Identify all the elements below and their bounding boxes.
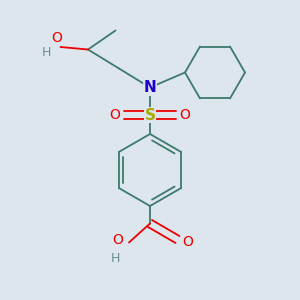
Text: O: O bbox=[182, 235, 193, 249]
Text: H: H bbox=[110, 252, 120, 265]
Text: N: N bbox=[144, 80, 156, 95]
Text: O: O bbox=[180, 108, 190, 122]
Text: O: O bbox=[110, 108, 120, 122]
Text: O: O bbox=[51, 31, 62, 45]
Text: O: O bbox=[112, 233, 123, 247]
Text: H: H bbox=[42, 46, 51, 59]
Text: S: S bbox=[145, 107, 155, 122]
